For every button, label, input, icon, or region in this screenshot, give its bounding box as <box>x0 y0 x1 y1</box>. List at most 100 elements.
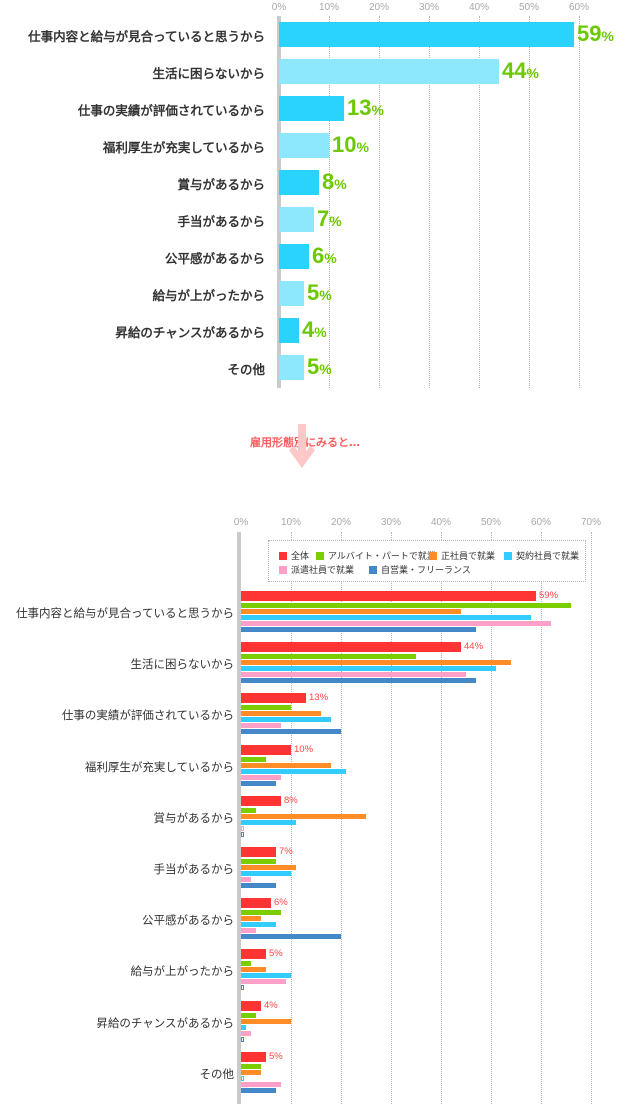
value-label: 5% <box>307 354 332 380</box>
value-number: 10 <box>332 132 357 157</box>
value-label: 13% <box>309 692 329 703</box>
x-axis-tick: 20% <box>330 517 352 528</box>
legend-item: 契約社員で就業 <box>504 549 579 562</box>
legend-label: 自営業・フリーランス <box>381 566 471 576</box>
bar <box>241 615 531 620</box>
top-chart-axis <box>277 16 281 388</box>
category-label: その他 <box>227 362 265 377</box>
bar <box>241 781 276 786</box>
value-label: 4% <box>264 1000 278 1011</box>
bar <box>241 678 476 683</box>
value-label: 5% <box>307 280 332 306</box>
bar <box>241 883 276 888</box>
bar-zero <box>241 1037 244 1042</box>
x-axis-tick: 30% <box>418 2 440 13</box>
bar <box>241 1064 261 1069</box>
x-axis-tick: 10% <box>318 2 340 13</box>
x-axis-tick: 10% <box>280 517 302 528</box>
legend-item: 自営業・フリーランス <box>369 563 471 576</box>
x-axis-tick: 60% <box>530 517 552 528</box>
category-label: 昇給のチャンスがあるから <box>96 1016 234 1030</box>
chart-legend: 全体 アルバイト・パートで就業 正社員で就業 契約社員で就業派遣社員で就業 自営業・フリ… <box>268 540 586 582</box>
legend-item: 正社員で就業 <box>429 549 495 562</box>
value-label: 10% <box>332 132 369 158</box>
legend-label: 契約社員で就業 <box>516 552 580 562</box>
value-percent: % <box>371 102 384 118</box>
bar <box>241 763 331 768</box>
bar <box>241 693 306 703</box>
bar <box>241 910 281 915</box>
bar <box>279 22 574 47</box>
bar <box>241 621 551 626</box>
bar <box>279 170 319 195</box>
category-label: 公平感があるから <box>142 913 234 927</box>
value-label: 6% <box>312 243 337 269</box>
value-number: 59 <box>577 21 602 46</box>
legend-swatch <box>316 552 324 560</box>
bar <box>241 769 346 774</box>
bar-zero <box>241 1076 244 1081</box>
x-axis-tick: 0% <box>271 2 287 13</box>
bar <box>241 1082 281 1087</box>
bar <box>241 922 276 927</box>
value-number: 7 <box>317 206 330 231</box>
value-label: 5% <box>269 1051 283 1062</box>
bar-zero <box>241 985 244 990</box>
value-label: 8% <box>284 795 298 806</box>
bar <box>241 723 281 728</box>
bar <box>241 928 256 933</box>
x-axis-tick: 20% <box>368 2 390 13</box>
bar <box>241 1052 266 1062</box>
value-percent: % <box>314 324 327 340</box>
bar <box>279 318 299 343</box>
category-label: 仕事内容と給与が見合っていると思うから <box>28 29 265 44</box>
value-label: 7% <box>317 206 342 232</box>
gridline <box>429 16 430 388</box>
bar <box>279 244 309 269</box>
value-percent: % <box>319 287 332 303</box>
value-percent: % <box>356 139 369 155</box>
gridline <box>329 16 330 388</box>
legend-item: 派遣社員で就業 <box>279 563 354 576</box>
bar <box>241 705 291 710</box>
gridline <box>591 532 592 1104</box>
category-label: 仕事内容と給与が見合っていると思うから <box>16 606 234 620</box>
legend-swatch <box>369 566 377 574</box>
bar <box>241 717 331 722</box>
category-label: 福利厚生が充実しているから <box>102 140 265 155</box>
category-label: 給与が上がったから <box>130 964 235 978</box>
bar <box>241 757 266 762</box>
bar <box>241 672 466 677</box>
gridline <box>579 16 580 388</box>
down-arrow-icon <box>289 424 315 468</box>
bar <box>241 877 251 882</box>
bar <box>241 745 291 755</box>
gridline <box>479 16 480 388</box>
legend-item: アルバイト・パートで就業 <box>316 549 436 562</box>
bar <box>279 281 304 306</box>
bar-zero <box>241 826 244 831</box>
value-number: 5 <box>307 280 320 305</box>
bar <box>241 967 266 972</box>
bar <box>241 660 511 665</box>
bar <box>241 808 256 813</box>
bar <box>241 847 276 857</box>
gridline <box>529 16 530 388</box>
legend-label: 派遣社員で就業 <box>291 566 355 576</box>
bar <box>241 796 281 806</box>
category-label: 生活に困らないから <box>152 66 265 81</box>
value-number: 4 <box>302 317 315 342</box>
bar <box>241 961 251 966</box>
bar <box>241 820 296 825</box>
bar <box>241 627 476 632</box>
legend-label: 全体 <box>291 552 310 562</box>
bar <box>241 1088 276 1093</box>
bar <box>241 1001 261 1011</box>
bar <box>241 642 461 652</box>
x-axis-tick: 30% <box>380 517 402 528</box>
category-label: 生活に困らないから <box>130 657 235 671</box>
bar <box>241 898 271 908</box>
bar <box>241 859 276 864</box>
bar <box>241 729 341 734</box>
value-label: 6% <box>274 897 288 908</box>
